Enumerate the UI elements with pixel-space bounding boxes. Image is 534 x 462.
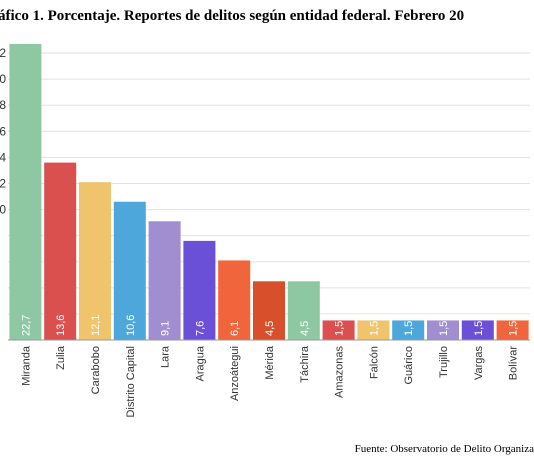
y-tick-label: 6 [0,124,6,138]
bar [252,281,286,340]
bar [78,182,112,340]
x-tick-label: Distrito Capital [125,346,137,418]
data-label: 6,1 [229,321,241,336]
data-label: 22,7 [20,315,32,336]
y-tick-label: 0 [0,203,6,217]
x-tick-label: Vargas [473,346,485,381]
x-tick-label: Anzoátegui [229,346,241,401]
bar [44,162,77,340]
source-note: Fuente: Observatorio de Delito Organiza [355,443,534,455]
data-label: 1,5 [403,321,415,336]
bar [461,320,494,340]
bar [496,320,529,340]
y-tick-label: 0 [0,72,6,86]
x-tick-label: Miranda [20,345,32,386]
y-tick-label: 4 [0,150,6,164]
data-label: 1,5 [508,321,520,336]
data-label: 4,5 [299,321,311,336]
bar [183,240,216,340]
x-tick-label: Amazonas [334,346,346,398]
x-tick-label: Carabobo [90,346,102,394]
bar [322,320,355,340]
bar [392,320,425,340]
bar [148,221,181,340]
x-tick-label: Zulia [55,345,67,370]
data-label: 4,5 [264,321,276,336]
chart-title: áfico 1. Porcentaje. Reportes de delitos… [0,8,464,24]
bar [218,260,251,340]
x-tick-label: Táchira [299,345,311,383]
data-label: 13,6 [55,315,67,336]
y-tick-label: 8 [0,98,6,112]
x-tick-label: Mérida [264,345,276,380]
bar [357,320,390,340]
bar [113,201,146,340]
x-tick-label: Lara [160,345,172,368]
y-tick-label: 2 [0,176,6,190]
data-label: 1,5 [368,321,380,336]
data-label: 10,6 [125,315,137,336]
data-label: 9,1 [160,321,172,336]
data-label: 1,5 [334,321,346,336]
x-tick-label: Guárico [403,346,415,385]
data-label: 12,1 [90,315,102,336]
bar [287,281,320,340]
data-label: 1,5 [473,321,485,336]
data-label: 7,6 [194,321,206,336]
bar [9,43,42,340]
y-tick-label: 2 [0,46,6,60]
x-tick-label: Falcón [368,346,380,379]
x-tick-label: Trujillo [438,346,450,378]
bar [426,320,460,340]
x-tick-label: Aragua [194,345,206,381]
x-tick-label: Bolívar [508,346,520,381]
data-label: 1,5 [438,321,450,336]
